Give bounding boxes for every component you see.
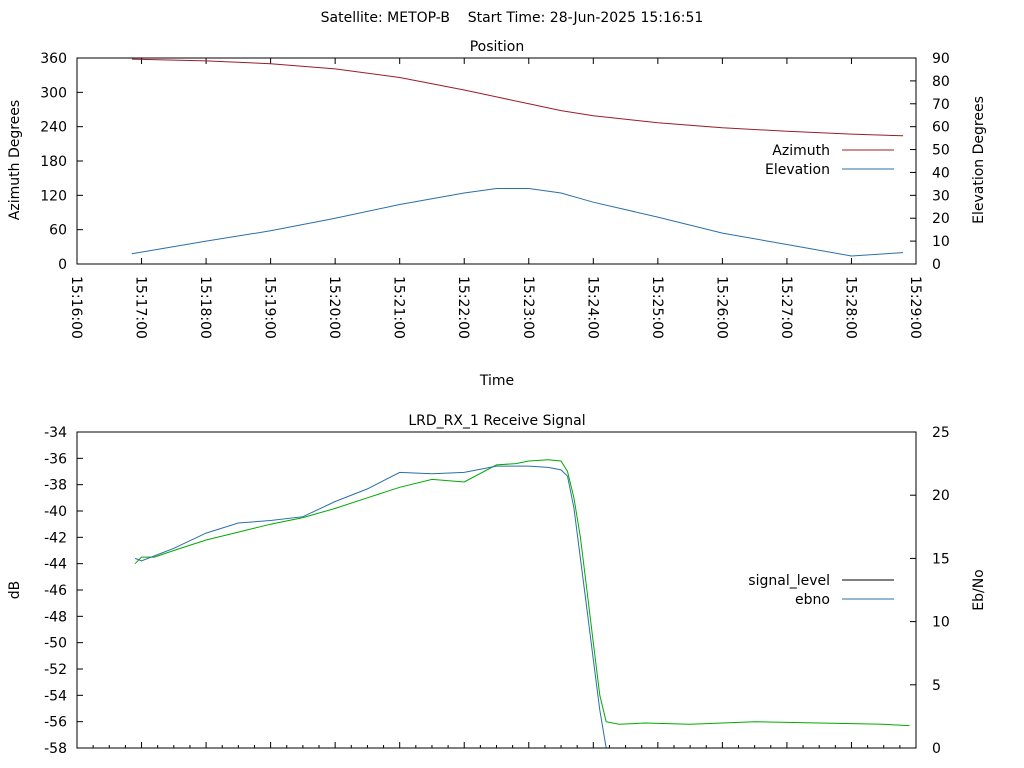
y-tick-label: -54: [44, 688, 67, 704]
y-tick-label: -52: [44, 662, 67, 678]
y2-tick-label: 25: [932, 425, 950, 441]
legend-label: Azimuth: [772, 143, 830, 159]
y-tick-label: -38: [44, 478, 67, 494]
x-tick-label: 15:18:00: [197, 276, 213, 339]
legend-label: ebno: [795, 592, 830, 608]
position-chart-title: Position: [470, 39, 525, 55]
y-tick-label: 300: [40, 85, 67, 101]
start-time-label: Start Time: 28-Jun-2025 15:16:51: [468, 10, 704, 26]
y2-tick-label: 10: [932, 234, 950, 250]
y2-tick-label: 50: [932, 143, 950, 159]
y-tick-label: 60: [49, 223, 67, 239]
x-tick-label: 15:27:00: [778, 276, 794, 339]
y-tick-label: -44: [44, 557, 67, 573]
series-line-signal-level: [134, 459, 910, 727]
x-tick-label: 15:17:00: [133, 276, 149, 339]
legend-label: Elevation: [765, 162, 830, 178]
position-plot-frame: [76, 57, 917, 265]
position-x-axis-label: Time: [479, 373, 514, 389]
y2-tick-label: 80: [932, 74, 950, 90]
x-tick-label: 15:19:00: [262, 276, 278, 339]
y2-tick-label: 90: [932, 51, 950, 67]
x-tick-label: 15:22:00: [455, 276, 471, 339]
signal-y2-axis-label: Eb/No: [971, 569, 987, 611]
y2-tick-label: 60: [932, 120, 950, 136]
legend-label: signal_level: [748, 573, 830, 589]
x-tick-label: 15:25:00: [649, 276, 665, 339]
signal-chart-title: LRD_RX_1 Receive Signal: [408, 413, 585, 429]
series-line-azimuth: [131, 58, 904, 137]
y-tick-label: -56: [44, 715, 67, 731]
y2-tick-label: 5: [932, 678, 941, 694]
y-tick-label: -50: [44, 636, 67, 652]
y-tick-label: -48: [44, 609, 67, 625]
x-tick-label: 15:23:00: [520, 276, 536, 339]
series-line-ebno: [134, 465, 607, 749]
x-tick-label: 15:28:00: [842, 276, 858, 339]
y2-tick-label: 20: [932, 211, 950, 227]
y-tick-label: -46: [44, 583, 67, 599]
y-tick-label: -34: [44, 425, 67, 441]
position-y-axis-label: Azimuth Degrees: [7, 100, 23, 220]
signal-y-axis-label: dB: [7, 581, 23, 600]
y2-tick-label: 15: [932, 551, 950, 567]
y2-tick-label: 0: [932, 741, 941, 757]
y2-tick-label: 30: [932, 188, 950, 204]
y2-tick-label: 0: [932, 257, 941, 273]
y2-tick-label: 40: [932, 165, 950, 181]
y-tick-label: 180: [40, 154, 67, 170]
y-tick-label: 240: [40, 120, 67, 136]
y-tick-label: -36: [44, 451, 67, 467]
figure-header: Satellite: METOP-B Start Time: 28-Jun-202…: [321, 10, 704, 26]
y2-tick-label: 70: [932, 97, 950, 113]
position-chart: Position Time Azimuth Degrees Elevation …: [7, 39, 987, 389]
satellite-label: Satellite: METOP-B: [321, 10, 450, 26]
position-y2-axis-label: Elevation Degrees: [971, 96, 987, 224]
x-tick-label: 15:21:00: [391, 276, 407, 339]
x-tick-label: 15:29:00: [907, 276, 923, 339]
y-tick-label: -40: [44, 504, 67, 520]
y-tick-label: 120: [40, 188, 67, 204]
series-line-elevation: [131, 188, 904, 257]
y2-tick-label: 10: [932, 615, 950, 631]
receive-signal-chart: LRD_RX_1 Receive Signal dB Eb/No -58 -56 -…: [7, 413, 987, 757]
x-tick-label: 15:26:00: [713, 276, 729, 339]
y-tick-label: 0: [58, 257, 67, 273]
x-tick-label: 15:16:00: [68, 276, 84, 339]
y-tick-label: 360: [40, 51, 67, 67]
y-tick-label: -42: [44, 530, 67, 546]
x-tick-label: 15:20:00: [326, 276, 342, 339]
y-tick-label: -58: [44, 741, 67, 757]
signal-plot-frame: [76, 431, 917, 749]
y2-tick-label: 20: [932, 488, 950, 504]
x-tick-label: 15:24:00: [584, 276, 600, 339]
